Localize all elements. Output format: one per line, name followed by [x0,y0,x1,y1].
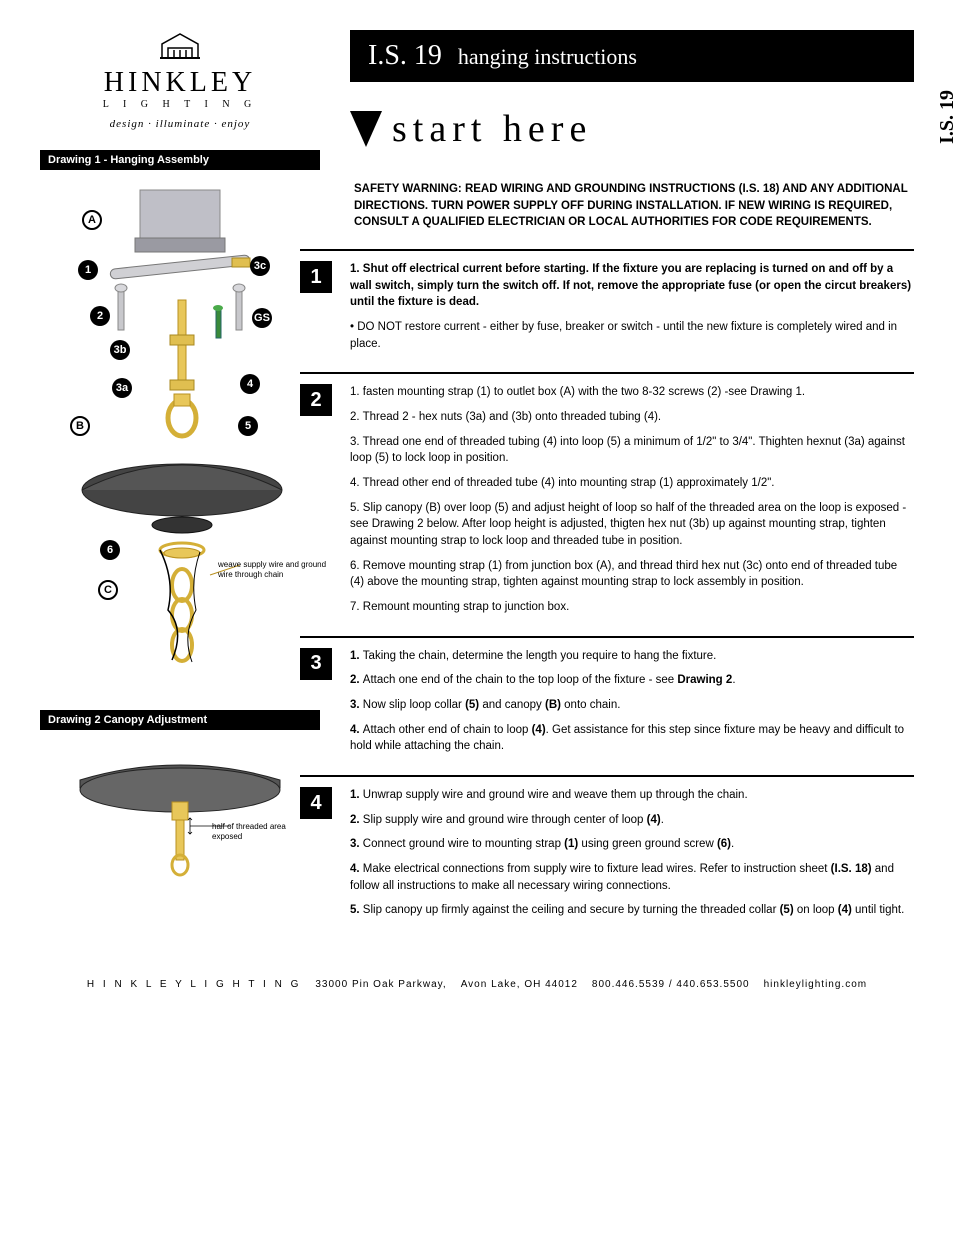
footer-brand: H I N K L E Y L I G H T I N G [87,979,301,990]
drawing-2: half of threaded area exposed [40,740,320,880]
safety-warning: SAFETY WARNING: READ WIRING AND GROUNDIN… [350,181,914,231]
callout-6: 6 [100,540,120,560]
s2-p4: 4. Thread other end of threaded tube (4)… [350,475,914,492]
s2-p1: 1. fasten mounting strap (1) to outlet b… [350,384,914,401]
s2-p6: 6. Remove mounting strap (1) from juncti… [350,558,914,591]
s4-p4: 4. Make electrical connections from supp… [350,861,914,894]
callout-4: 4 [240,374,260,394]
s1-p1: 1. Shut off electrical current before st… [350,261,914,311]
note-chain: weave supply wire and ground wire throug… [218,560,328,579]
title-code: I.S. 19 [368,40,442,72]
note-thread: half of threaded area exposed [212,822,302,841]
s4-p5: 5. Slip canopy up firmly against the cei… [350,902,914,919]
drawing-2-label: Drawing 2 Canopy Adjustment [40,710,320,730]
footer: H I N K L E Y L I G H T I N G 33000 Pin … [40,979,914,990]
brand-name: HINKLEY [40,67,320,99]
s4-p2: 2. Slip supply wire and ground wire thro… [350,812,914,829]
callout-A: A [82,210,102,230]
section-4: 4 1. Unwrap supply wire and ground wire … [300,775,914,927]
footer-city: Avon Lake, OH 44012 [461,979,578,990]
title-bar: I.S. 19 hanging instructions [350,30,914,82]
drawing-1-label: Drawing 1 - Hanging Assembly [40,150,320,170]
edge-label: I.S. 19 [936,90,954,144]
s3-p1: 1. Taking the chain, determine the lengt… [350,648,914,665]
section-3: 3 1. Taking the chain, determine the len… [300,636,914,763]
section-2: 2 1. fasten mounting strap (1) to outlet… [300,372,914,623]
s1-p2: • DO NOT restore current - either by fus… [350,319,914,352]
callout-C: C [98,580,118,600]
footer-addr: 33000 Pin Oak Parkway, [315,979,446,990]
brand-sub: L I G H T I N G [40,99,320,110]
brand-logo: HINKLEY L I G H T I N G design · illumin… [40,30,320,130]
s2-p5: 5. Slip canopy (B) over loop (5) and adj… [350,500,914,550]
s3-p4: 4. Attach other end of chain to loop (4)… [350,722,914,755]
s3-p3: 3. Now slip loop collar (5) and canopy (… [350,697,914,714]
left-column: HINKLEY L I G H T I N G design · illumin… [40,30,320,939]
callout-GS: GS [252,308,272,328]
drawing-1: A 1 3c 2 GS 3b 3a 4 B 5 6 C weave supply… [40,180,320,700]
title-text: hanging instructions [458,44,637,70]
callout-3b: 3b [110,340,130,360]
s2-p3: 3. Thread one end of threaded tubing (4)… [350,434,914,467]
callout-1: 1 [78,260,98,280]
s3-p2: 2. Attach one end of the chain to the to… [350,672,914,689]
callout-B: B [70,416,90,436]
footer-url: hinkleylighting.com [764,979,868,990]
s4-p1: 1. Unwrap supply wire and ground wire an… [350,787,914,804]
logo-building-icon [158,30,202,60]
start-arrow-icon [350,111,382,147]
s2-p2: 2. Thread 2 - hex nuts (3a) and (3b) ont… [350,409,914,426]
right-column: I.S. 19 hanging instructions start here … [350,30,914,939]
footer-phone: 800.446.5539 / 440.653.5500 [592,979,750,990]
callout-3c: 3c [250,256,270,276]
callout-2: 2 [90,306,110,326]
drawing-2-svg [40,740,320,880]
callout-3a: 3a [112,378,132,398]
drawing-1-svg [40,180,320,700]
start-here: start here [350,107,914,151]
brand-tagline: design · illuminate · enjoy [40,118,320,130]
s2-p7: 7. Remount mounting strap to junction bo… [350,599,914,616]
callout-5: 5 [238,416,258,436]
section-1: 1 1. Shut off electrical current before … [300,249,914,360]
start-text: start here [392,107,592,151]
s4-p3: 3. Connect ground wire to mounting strap… [350,836,914,853]
